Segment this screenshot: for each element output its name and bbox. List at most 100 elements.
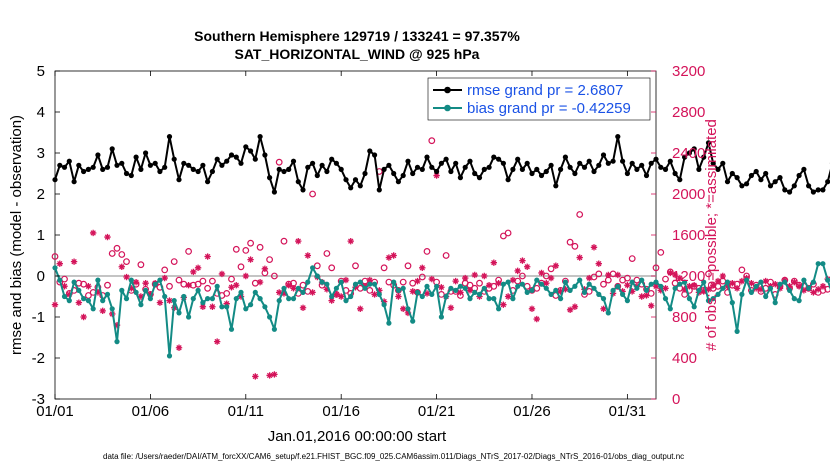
bias-point [166,353,173,359]
rmse-point [114,162,120,168]
obs-assimilated-point [275,289,283,296]
rmse-point [724,179,731,185]
rmse-point [438,160,444,166]
rmse-point [639,162,645,168]
obs-assimilated-point [595,260,602,267]
y-right-tick-label: 400 [672,350,697,367]
rmse-point [271,189,277,195]
rmse-point [362,170,368,177]
rmse-point [281,168,287,175]
rmse-point [367,148,373,154]
obs-assimilated-point [590,244,598,251]
bias-point [410,318,416,324]
obs-assimilated-point [366,276,374,284]
obs-assimilated-point [543,279,550,287]
plot-area [54,70,657,400]
obs-assimilated-point [85,283,92,290]
rmse-point [481,166,487,172]
legend-box [427,77,651,121]
rmse-point [133,154,139,160]
bias-point [248,302,254,308]
obs-assimilated-point [142,279,149,287]
y-axis-left-label: rmse and bias (model - observation) [8,115,25,355]
obs-possible-point [175,276,183,284]
bias-point [763,293,769,300]
obs-assimilated-point [352,284,359,291]
rmse-point [147,162,153,168]
bias-point [815,261,821,267]
obs-possible-point [194,280,202,288]
bias-point [457,283,463,289]
bias-point [243,306,249,312]
legend-bias-label: bias grand pr = -0.42259 [467,100,631,117]
bias-point [119,287,125,293]
obs-assimilated-point [533,315,540,323]
obs-possible-point [380,264,388,272]
obs-possible-point [113,244,121,252]
bias-point [739,291,745,297]
obs-possible-point [185,247,193,255]
obs-assimilated-point [271,371,278,378]
y-left-tick-label: 1 [37,227,45,244]
bias-point [510,296,516,302]
rmse-point [324,168,330,175]
obs-possible-point [208,277,216,285]
obs-assimilated-point [576,254,583,261]
rmse-point [186,162,192,168]
y-left-tick-label: -3 [32,391,45,408]
obs-possible-point [442,252,450,259]
rmse-point [214,156,220,162]
obs-assimilated-point [347,237,354,245]
obs-assimilated-point [495,279,502,287]
bias-point [267,314,273,320]
bias-point [362,285,368,291]
obs-assimilated-point [309,289,316,296]
obs-assimilated-point [399,305,407,312]
obs-possible-point [705,270,712,278]
rmse-point [777,175,783,181]
rmse-point [171,156,177,162]
obs-possible-point [628,255,636,263]
obs-assimilated-point [166,297,173,304]
bias-point [419,293,425,300]
obs-assimilated-point [242,272,249,280]
bias-point [462,285,468,291]
obs-assimilated-point [333,291,340,298]
obs-assimilated-point [304,252,312,259]
obs-possible-point [500,232,507,240]
rmse-point [200,162,206,168]
rmse-point [181,160,187,166]
bias-point [672,285,678,291]
rmse-point [224,158,230,164]
bias-point [696,287,702,293]
obs-assimilated-point [204,253,211,260]
bias-point [200,300,206,306]
rmse-point [233,154,239,160]
obs-assimilated-point [252,373,259,380]
obs-assimilated-point [213,338,221,345]
obs-possible-point [595,270,603,278]
bias-point [128,277,134,283]
obs-assimilated-point [814,286,822,293]
obs-assimilated-point [295,237,302,245]
obs-assimilated-point [757,286,765,293]
bias-point [195,287,201,293]
bias-point [634,285,640,291]
obs-assimilated-point [681,286,688,293]
rmse-point [209,168,215,175]
rmse-point [286,166,292,172]
obs-assimilated-point [113,322,121,329]
obs-assimilated-point [729,279,736,287]
obs-assimilated-point [128,285,135,292]
bias-point [376,291,382,297]
bias-point [524,289,530,295]
rmse-point [634,166,640,172]
y-left-tick-label: 2 [37,186,45,203]
bias-point [123,296,130,302]
rmse-point [677,177,683,183]
rmse-point [476,175,483,181]
obs-assimilated-point [571,303,579,310]
x-tick-label: 01/16 [322,403,360,420]
bias-point [281,285,287,291]
bias-point [572,283,578,289]
